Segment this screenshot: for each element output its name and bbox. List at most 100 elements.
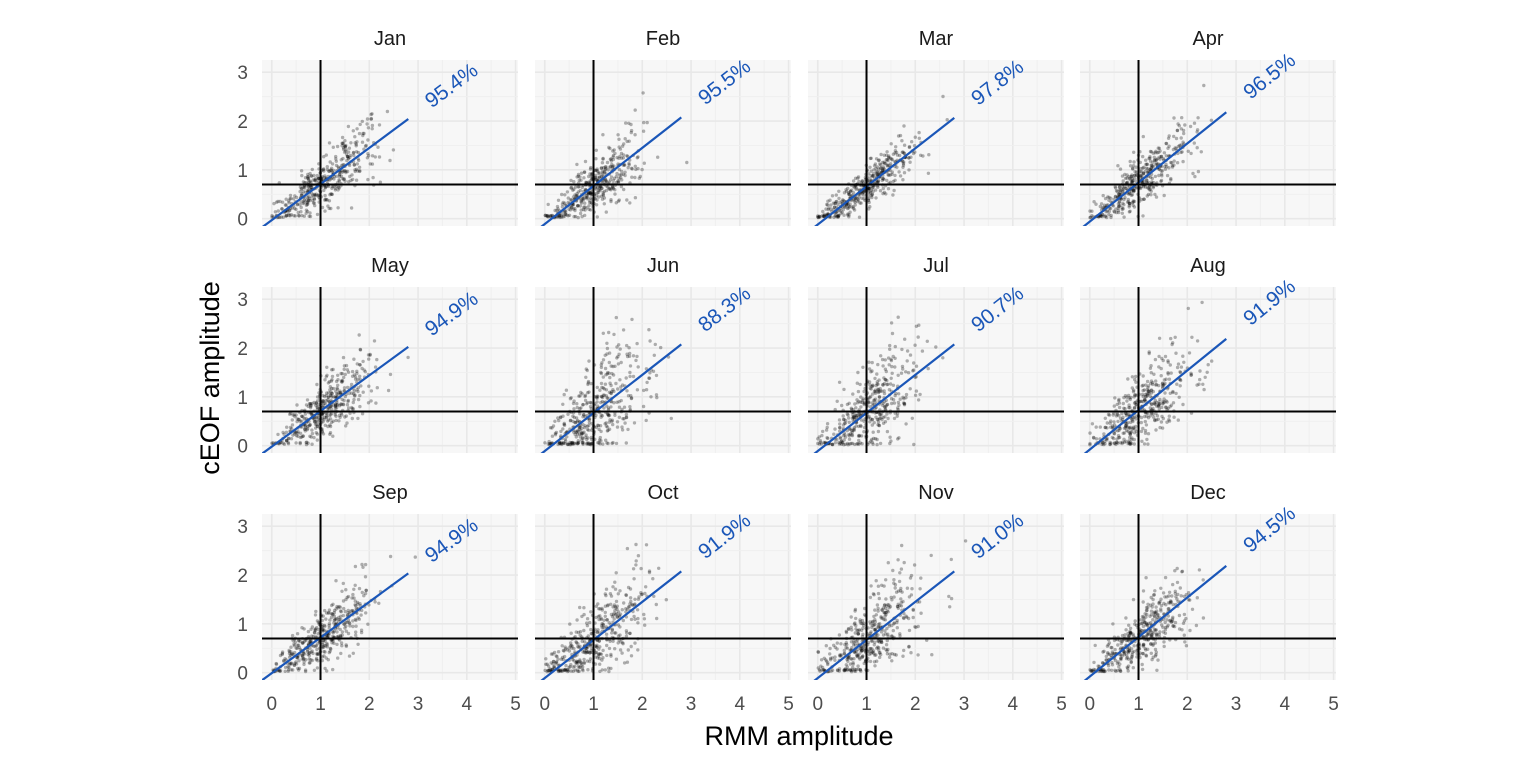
- data-point: [648, 339, 652, 343]
- data-point: [870, 417, 875, 422]
- data-point: [1162, 193, 1166, 198]
- data-point: [1166, 359, 1170, 363]
- data-point: [904, 614, 908, 618]
- data-point: [1129, 193, 1134, 197]
- data-point: [321, 627, 325, 631]
- data-point: [1169, 600, 1174, 604]
- data-point: [598, 442, 602, 446]
- data-point: [901, 367, 905, 371]
- data-point: [1090, 422, 1095, 426]
- data-point: [1121, 187, 1126, 191]
- panel-aug: 91.9%Aug: [1080, 255, 1336, 453]
- data-point: [1116, 434, 1121, 438]
- data-point: [352, 394, 357, 398]
- data-point: [866, 400, 871, 404]
- data-point: [576, 664, 581, 668]
- data-point: [875, 646, 879, 650]
- data-point: [581, 437, 585, 441]
- data-point: [572, 441, 576, 445]
- data-point: [605, 618, 609, 622]
- data-point: [295, 419, 299, 424]
- data-point: [584, 367, 588, 371]
- data-point: [848, 662, 853, 666]
- data-point: [600, 361, 604, 365]
- data-point: [624, 412, 629, 417]
- data-point: [856, 441, 860, 446]
- data-point: [605, 653, 609, 658]
- data-point: [334, 617, 339, 621]
- data-point: [543, 668, 547, 673]
- data-point: [1098, 204, 1103, 209]
- data-point: [876, 423, 880, 427]
- data-point: [918, 587, 922, 591]
- data-point: [586, 382, 590, 387]
- data-point: [1105, 421, 1110, 425]
- data-point: [304, 658, 308, 662]
- data-point: [315, 619, 320, 623]
- data-point: [610, 627, 614, 631]
- data-point: [884, 643, 889, 647]
- data-point: [569, 197, 573, 202]
- data-point: [306, 195, 310, 200]
- data-point: [600, 186, 604, 191]
- data-point: [312, 193, 317, 197]
- data-point: [890, 623, 894, 628]
- data-point: [1110, 424, 1115, 428]
- data-point: [271, 441, 275, 445]
- data-point: [613, 188, 617, 192]
- data-point: [621, 618, 625, 623]
- data-point: [573, 193, 577, 197]
- data-point: [855, 654, 859, 658]
- data-point: [598, 652, 602, 656]
- data-point: [839, 439, 843, 444]
- data-point: [335, 403, 339, 407]
- data-point: [612, 603, 617, 607]
- data-point: [1139, 166, 1143, 171]
- data-point: [1125, 176, 1129, 180]
- data-point: [1119, 641, 1123, 646]
- data-point: [1155, 151, 1159, 155]
- data-point: [878, 622, 882, 626]
- data-point: [309, 627, 313, 631]
- data-point: [1171, 389, 1175, 394]
- data-point: [851, 205, 855, 209]
- fit-line-dashed: [494, 38, 518, 56]
- data-point: [348, 174, 352, 179]
- data-point: [337, 604, 341, 609]
- data-point: [1153, 418, 1157, 422]
- data-point: [587, 359, 591, 363]
- data-point: [882, 405, 887, 409]
- data-point: [826, 661, 830, 665]
- data-point: [326, 407, 330, 411]
- data-point: [282, 442, 287, 446]
- data-point: [579, 171, 584, 175]
- data-point: [1160, 382, 1165, 386]
- data-point: [287, 655, 292, 659]
- data-point: [296, 210, 300, 215]
- data-point: [898, 397, 902, 401]
- data-point: [302, 651, 306, 656]
- data-point: [870, 437, 874, 442]
- data-point: [615, 614, 619, 619]
- fit-line: [814, 117, 955, 226]
- data-point: [547, 439, 551, 444]
- data-point: [341, 146, 346, 150]
- data-point: [296, 431, 300, 435]
- data-point: [843, 668, 848, 672]
- data-point: [597, 427, 601, 432]
- data-point: [560, 212, 564, 216]
- data-point: [609, 405, 613, 409]
- data-point: [610, 165, 615, 170]
- fit-line: [540, 570, 682, 680]
- data-point: [1126, 197, 1131, 202]
- data-point: [1109, 215, 1113, 220]
- data-point: [557, 418, 561, 423]
- data-point: [564, 663, 568, 668]
- data-point: [597, 607, 601, 611]
- data-point: [1126, 421, 1130, 425]
- data-point: [1105, 209, 1110, 213]
- data-point: [917, 130, 921, 135]
- data-point: [856, 628, 861, 633]
- data-point: [327, 380, 332, 384]
- data-point: [622, 601, 626, 605]
